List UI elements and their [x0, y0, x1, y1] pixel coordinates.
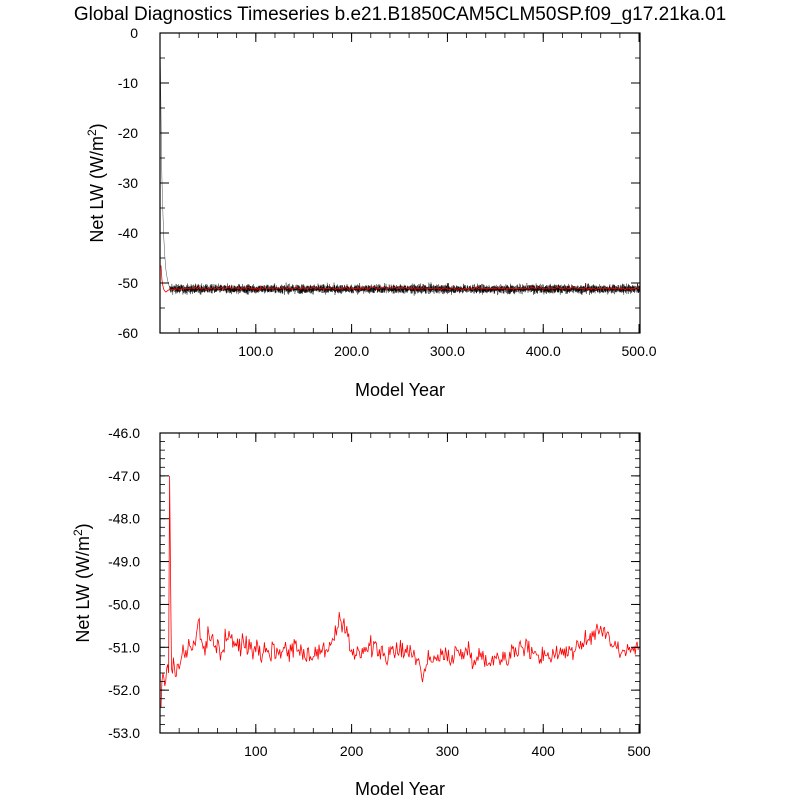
bottom-axis-ticks: -46.0 -47.0 -48.0 -49.0 -50.0 -51.0 -52.0 -53.0…: [108, 425, 651, 759]
top-y-tick-label: 0: [130, 25, 138, 41]
bottom-y-tick-label: -50.0: [108, 596, 140, 612]
top-x-tick-label: 400.0: [526, 343, 561, 359]
bottom-panel: -46.0 -47.0 -48.0 -49.0 -50.0 -51.0 -52.0 -53.0…: [71, 425, 651, 799]
top-y-axis-label: Net LW (W/m2): [85, 123, 107, 242]
bottom-x-tick-label: 100: [244, 743, 268, 759]
bottom-x-tick-label: 400: [532, 743, 556, 759]
top-x-tick-label: 500.0: [622, 343, 657, 359]
bottom-annual-series-line: [160, 475, 640, 708]
bottom-plot-area: [160, 475, 640, 708]
bottom-x-tick-label: 500: [627, 743, 651, 759]
top-y-tick-label: -20: [118, 125, 138, 141]
bottom-x-axis-label: Model Year: [355, 779, 445, 799]
top-annual-series-line: [160, 265, 640, 293]
bottom-y-tick-label: -51.0: [108, 639, 140, 655]
top-axis-ticks: 0 -10 -20 -30 -40 -50 -60 100.0 200.0 300.0 400.0 5…: [118, 25, 657, 359]
bottom-y-tick-label: -53.0: [108, 725, 140, 741]
top-y-tick-label: -60: [118, 325, 138, 341]
top-y-tick-label: -50: [118, 275, 138, 291]
bottom-plot-frame: [159, 432, 641, 734]
top-y-axis-label-main: Net LW (W/m: [87, 136, 107, 243]
bottom-y-axis-label-sup: 2: [71, 529, 85, 536]
bottom-x-tick-label: 300: [436, 743, 460, 759]
top-y-tick-label: -30: [118, 175, 138, 191]
top-y-axis-label-close: ): [87, 123, 107, 129]
top-y-tick-label: -10: [118, 75, 138, 91]
top-plot-area: [160, 37, 640, 296]
bottom-x-tick-label: 200: [340, 743, 364, 759]
top-x-tick-label: 300.0: [430, 343, 465, 359]
bottom-y-tick-label: -49.0: [108, 554, 140, 570]
bottom-y-tick-label: -52.0: [108, 682, 140, 698]
top-y-axis-label-sup: 2: [85, 129, 99, 136]
top-x-tick-label: 200.0: [334, 343, 369, 359]
bottom-y-axis-label: Net LW (W/m2): [71, 523, 93, 642]
top-x-tick-label: 100.0: [238, 343, 273, 359]
chart-title: Global Diagnostics Timeseries b.e21.B185…: [74, 4, 726, 25]
top-x-axis-label: Model Year: [355, 380, 445, 400]
bottom-y-axis-label-close: ): [73, 523, 93, 529]
bottom-y-axis-label-main: Net LW (W/m: [73, 536, 93, 643]
top-y-tick-label: -40: [118, 225, 138, 241]
bottom-y-tick-label: -46.0: [108, 425, 140, 441]
bottom-y-tick-label: -47.0: [108, 468, 140, 484]
top-panel: 0 -10 -20 -30 -40 -50 -60 100.0 200.0 300.0 400.0 5…: [85, 25, 657, 400]
bottom-y-tick-label: -48.0: [108, 511, 140, 527]
